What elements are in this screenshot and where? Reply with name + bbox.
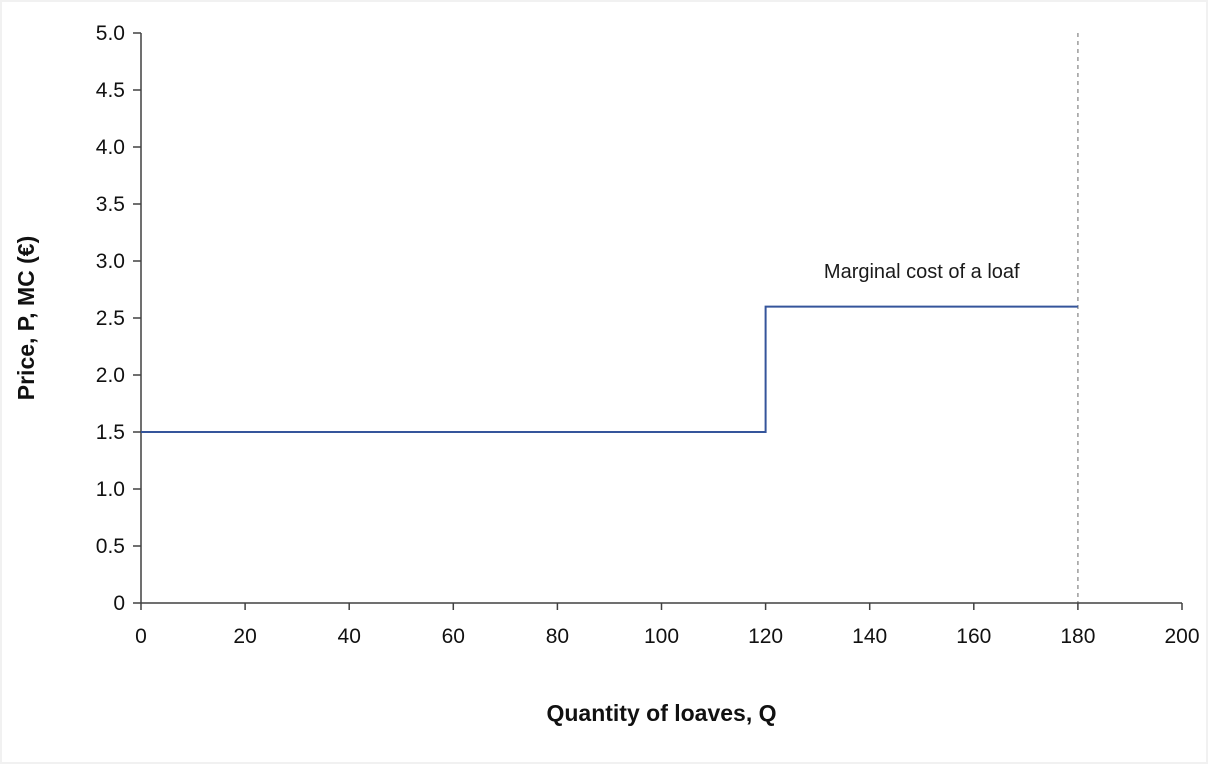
- y-tick-label: 0: [113, 592, 125, 615]
- y-tick-label: 2.5: [96, 307, 125, 330]
- y-tick-label: 3.5: [96, 193, 125, 216]
- x-tick-label: 180: [1060, 625, 1095, 648]
- axis-titles: Quantity of loaves, Q Price, P, MC (€): [13, 236, 777, 726]
- y-tick-label: 4.5: [96, 79, 125, 102]
- series: [141, 305, 1078, 433]
- y-tick-label: 0.5: [96, 535, 125, 558]
- y-tick-label: 4.0: [96, 136, 125, 159]
- x-tick-label: 160: [956, 625, 991, 648]
- y-tick-label: 3.0: [96, 250, 125, 273]
- series-annotation-label: Marginal cost of a loaf: [824, 261, 1020, 283]
- y-tick-label: 2.0: [96, 364, 125, 387]
- x-tick-label: 140: [852, 625, 887, 648]
- x-tick-label: 200: [1164, 625, 1199, 648]
- y-tick-label: 5.0: [96, 22, 125, 45]
- marginal-cost-line: [141, 305, 1078, 433]
- annotations: Marginal cost of a loaf: [824, 261, 1020, 283]
- x-tick-label: 0: [135, 625, 147, 648]
- x-axis-title: Quantity of loaves, Q: [546, 700, 776, 726]
- ticks-and-labels: 0 20 40 60 80 100 120 140 160 180 200 0 0.5 1.0 1.5 2.0…: [96, 22, 1200, 648]
- x-tick-label: 40: [338, 625, 361, 648]
- y-tick-label: 1.5: [96, 421, 125, 444]
- x-tick-label: 80: [546, 625, 569, 648]
- y-axis-title: Price, P, MC (€): [13, 236, 39, 400]
- x-tick-label: 60: [442, 625, 465, 648]
- x-tick-label: 20: [233, 625, 256, 648]
- x-tick-label: 120: [748, 625, 783, 648]
- axes: [140, 33, 1182, 604]
- y-tick-label: 1.0: [96, 478, 125, 501]
- x-tick-label: 100: [644, 625, 679, 648]
